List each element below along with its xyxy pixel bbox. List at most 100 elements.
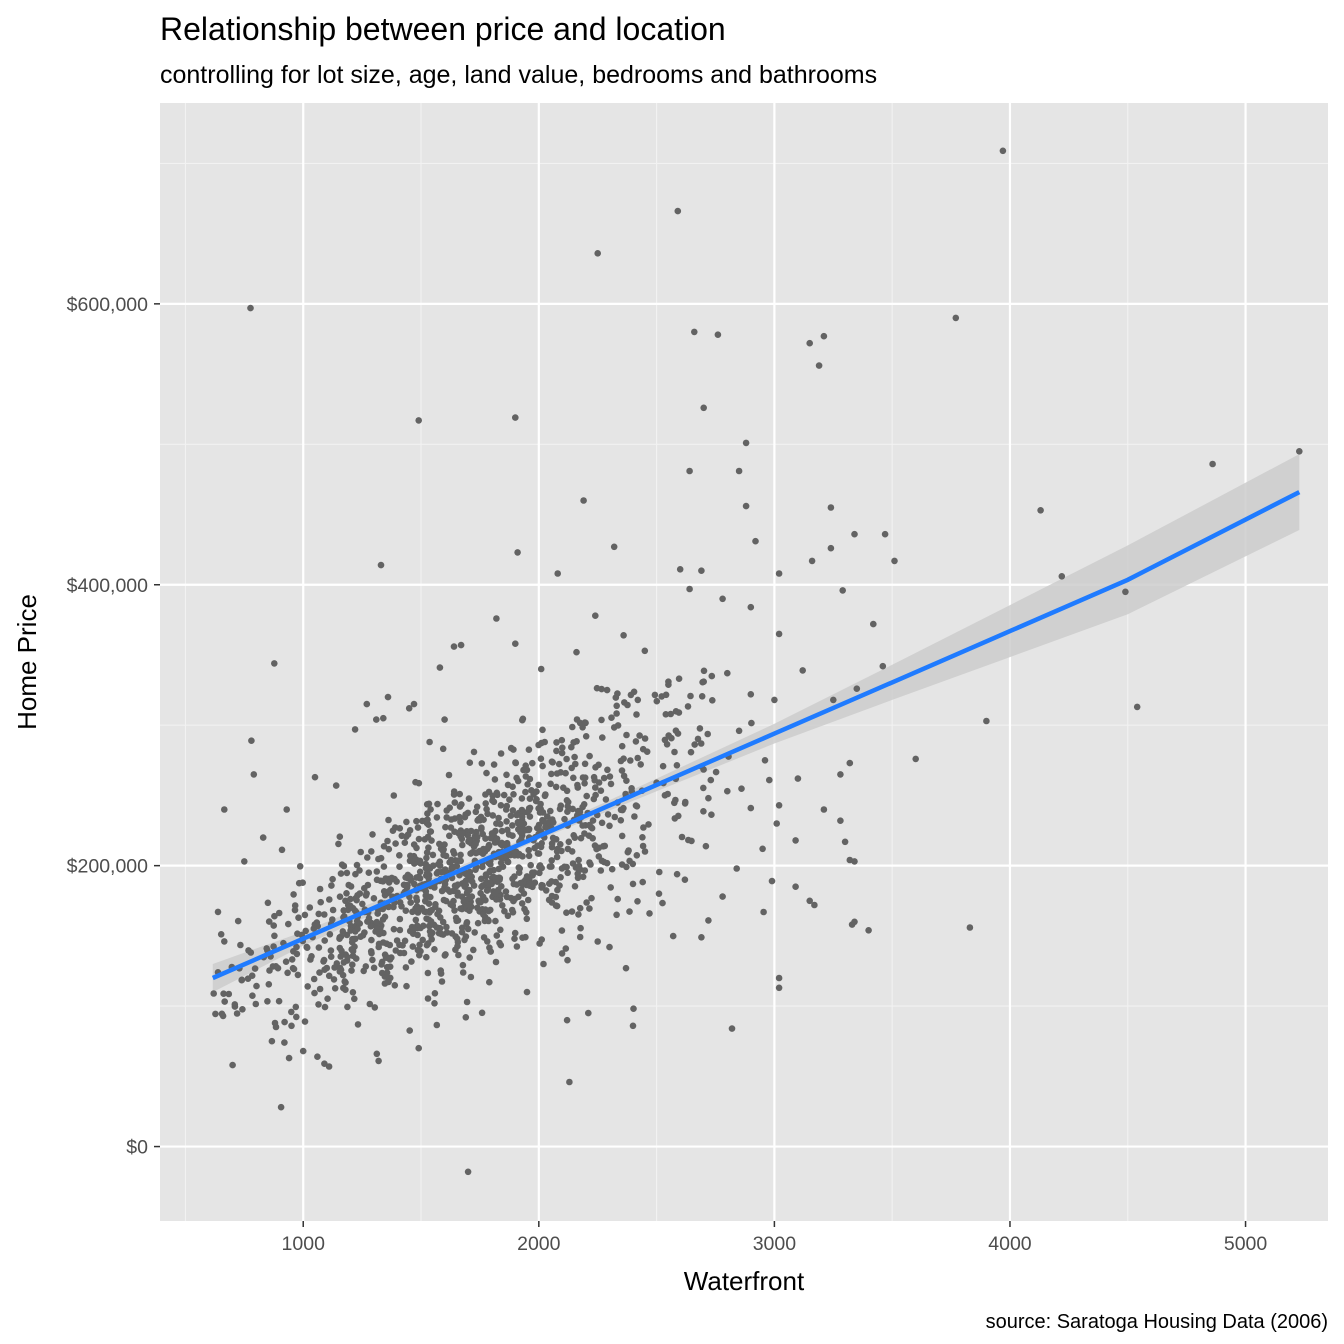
data-point [241, 858, 248, 865]
data-point [752, 537, 759, 545]
data-point [485, 907, 493, 915]
data-point [554, 570, 561, 577]
data-point [700, 667, 708, 675]
data-point [535, 741, 542, 749]
data-point [368, 949, 375, 957]
data-point [639, 878, 646, 886]
data-point [641, 647, 649, 655]
data-point [490, 798, 498, 806]
data-point [365, 914, 373, 922]
chart-caption: source: Saratoga Housing Data (2006) [986, 1311, 1328, 1333]
data-point [497, 802, 505, 809]
data-point [410, 925, 418, 933]
data-point [446, 832, 453, 840]
data-point [329, 875, 336, 883]
data-point [475, 899, 483, 906]
data-point [448, 930, 456, 937]
data-point [441, 952, 449, 959]
data-point [424, 863, 431, 870]
data-point [433, 1021, 441, 1029]
data-point [351, 726, 359, 733]
data-point [851, 918, 858, 926]
data-point [463, 998, 471, 1006]
data-point [538, 884, 545, 891]
data-point [356, 920, 364, 927]
data-point [421, 908, 428, 915]
data-point [442, 823, 449, 831]
data-point [509, 807, 517, 814]
data-point [442, 868, 449, 876]
data-point [579, 774, 587, 781]
data-point [340, 907, 348, 914]
data-point [380, 843, 388, 850]
data-point [439, 847, 447, 854]
data-point [387, 876, 395, 883]
data-point [634, 696, 642, 704]
data-point [438, 978, 446, 985]
data-point [356, 890, 364, 897]
data-point [465, 795, 473, 802]
data-point [614, 722, 622, 729]
data-point [414, 906, 421, 913]
data-point [441, 716, 448, 723]
data-point [569, 805, 576, 813]
data-point [308, 953, 315, 960]
data-point [768, 877, 776, 885]
data-point [446, 804, 454, 811]
data-point [547, 780, 554, 788]
data-point [775, 630, 783, 638]
data-point [617, 817, 625, 824]
data-point [292, 1003, 300, 1011]
data-point [514, 549, 521, 556]
data-point [281, 1039, 288, 1046]
data-point [558, 749, 566, 757]
data-point [450, 850, 458, 857]
data-point [341, 978, 349, 985]
data-point [392, 840, 399, 847]
data-point [293, 943, 300, 951]
data-point [526, 813, 534, 820]
data-point [483, 769, 490, 777]
data-point [702, 842, 710, 850]
data-point [480, 911, 487, 918]
data-point [402, 964, 410, 971]
data-point [474, 904, 481, 912]
data-point [513, 774, 520, 782]
data-point [354, 925, 361, 933]
data-point [511, 935, 518, 942]
data-point [330, 976, 338, 983]
data-point [566, 1078, 573, 1086]
data-point [586, 752, 593, 760]
data-point [535, 821, 543, 829]
data-point [579, 822, 586, 829]
data-point [549, 759, 556, 766]
data-point [384, 954, 391, 961]
data-point [634, 754, 641, 762]
data-point [446, 888, 454, 895]
data-point [396, 915, 404, 923]
data-point [799, 667, 806, 674]
data-point [461, 896, 469, 904]
data-point [515, 864, 523, 871]
data-point [441, 880, 449, 888]
data-point [379, 905, 387, 913]
data-point [474, 833, 481, 841]
data-point [525, 806, 533, 814]
data-point [218, 1010, 226, 1018]
data-point [314, 922, 322, 930]
data-point [425, 922, 433, 930]
data-point [384, 693, 392, 701]
data-point [291, 902, 299, 909]
data-point [403, 884, 411, 891]
data-point [467, 973, 475, 981]
data-point [846, 759, 854, 767]
data-point [600, 774, 608, 782]
data-point [353, 861, 361, 869]
data-point [461, 813, 469, 821]
data-point [528, 787, 535, 794]
data-point [568, 908, 576, 915]
data-point [332, 782, 340, 789]
data-point [775, 570, 783, 577]
regression-line [211, 490, 1301, 981]
data-point [525, 746, 533, 753]
